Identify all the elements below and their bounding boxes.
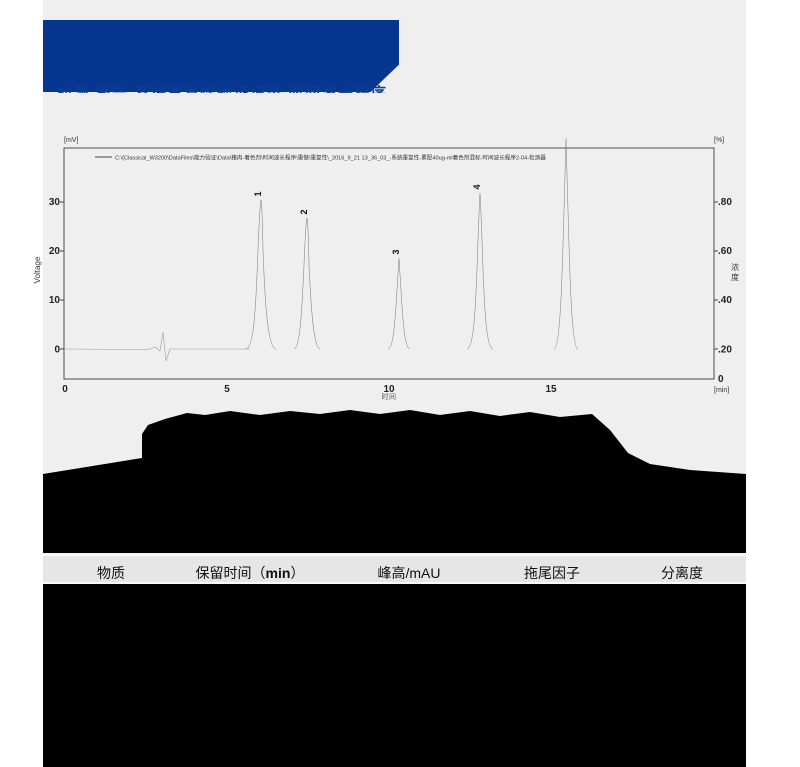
svg-text:Voltage: Voltage — [33, 256, 42, 283]
svg-text:2: 2 — [299, 209, 309, 214]
svg-text:5: 5 — [224, 384, 230, 395]
svg-text:浓: 浓 — [731, 263, 739, 272]
svg-text:15: 15 — [545, 384, 557, 395]
svg-text:[min]: [min] — [714, 387, 729, 394]
svg-text:C:\{Classical_W3200\DataFiles\: C:\{Classical_W3200\DataFiles\能力验证\Data\… — [115, 154, 546, 162]
svg-text:3: 3 — [391, 249, 401, 254]
svg-text:[%]: [%] — [714, 137, 724, 144]
svg-text:.40: .40 — [718, 295, 732, 306]
svg-text:1: 1 — [253, 191, 263, 196]
svg-text:0: 0 — [62, 384, 68, 395]
svg-text:30: 30 — [49, 197, 61, 208]
svg-text:.20: .20 — [718, 345, 732, 356]
svg-text:度: 度 — [731, 272, 739, 282]
svg-text:4: 4 — [472, 184, 482, 189]
svg-text:0: 0 — [718, 374, 724, 385]
svg-text:20: 20 — [49, 246, 61, 257]
svg-text:.60: .60 — [718, 246, 732, 257]
svg-text:0: 0 — [54, 345, 60, 356]
svg-text:[mV]: [mV] — [64, 137, 78, 144]
svg-text:10: 10 — [49, 295, 61, 306]
svg-text:时间: 时间 — [382, 392, 397, 400]
svg-text:.80: .80 — [718, 197, 732, 208]
